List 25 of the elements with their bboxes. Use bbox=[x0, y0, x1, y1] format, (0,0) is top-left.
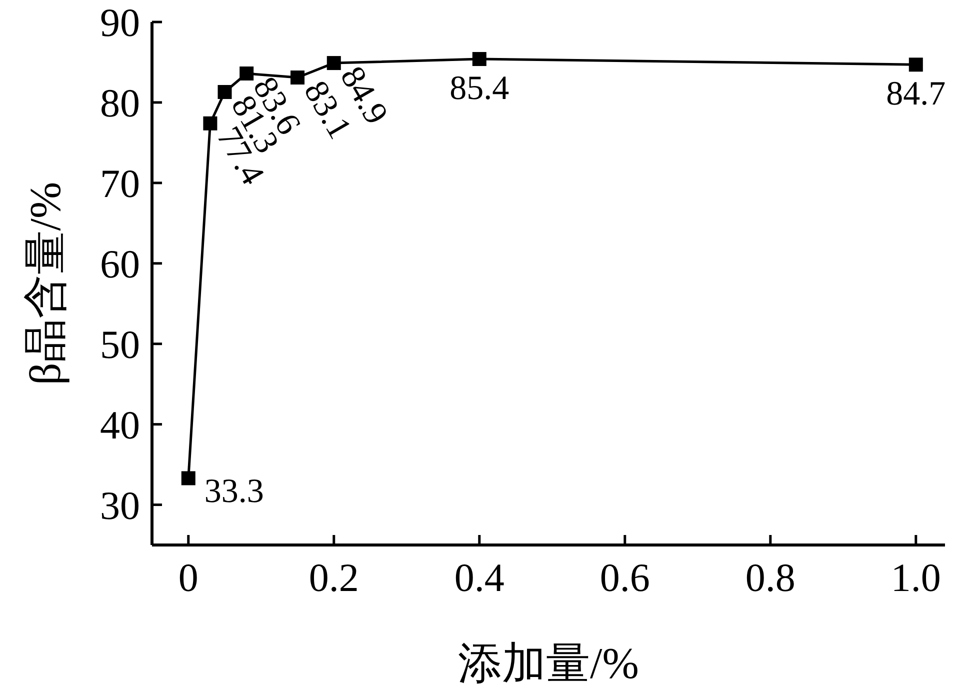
point bbox=[203, 116, 218, 130]
x-axis-title: 添加量/% bbox=[458, 639, 639, 685]
y-axis-title: β晶含量/% bbox=[21, 182, 70, 386]
point bbox=[326, 56, 341, 70]
y-tick-label: 90 bbox=[100, 0, 140, 45]
data-label: 85.4 bbox=[450, 70, 510, 108]
point bbox=[472, 52, 486, 66]
x-tick-label: 0.2 bbox=[308, 555, 359, 600]
point bbox=[240, 66, 254, 80]
y-tick-label: 70 bbox=[100, 160, 140, 206]
y-tick-label: 30 bbox=[100, 482, 140, 528]
point bbox=[908, 58, 923, 72]
point bbox=[218, 85, 232, 99]
data-label: 84.7 bbox=[886, 76, 946, 113]
point bbox=[181, 471, 196, 486]
y-tick-label: 50 bbox=[100, 322, 140, 367]
data-label: 33.3 bbox=[204, 473, 264, 510]
y-tick-label: 40 bbox=[100, 402, 140, 448]
y-tick-label: 60 bbox=[100, 241, 140, 286]
x-tick-label: 1.0 bbox=[890, 555, 941, 600]
y-tick-label: 80 bbox=[100, 80, 140, 126]
x-tick-label: 0.4 bbox=[454, 555, 504, 600]
x-tick-label: 0.8 bbox=[745, 555, 796, 600]
x-tick-label: 0 bbox=[178, 555, 198, 600]
x-tick-label: 0.6 bbox=[600, 555, 650, 600]
